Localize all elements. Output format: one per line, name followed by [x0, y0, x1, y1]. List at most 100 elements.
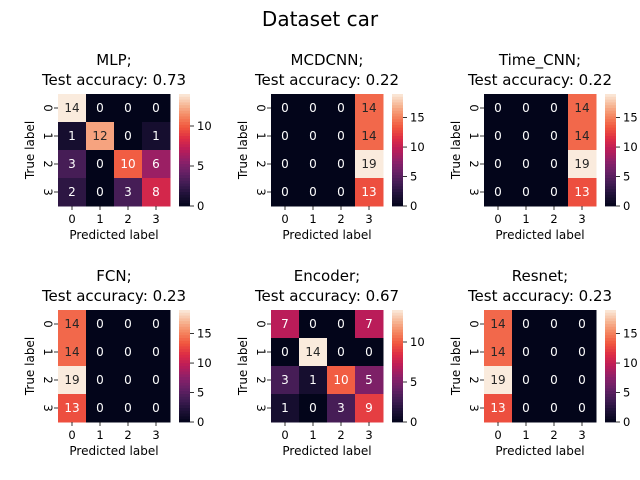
panel-title-model: Time_CNN; [498, 51, 581, 70]
colorbar-segment [179, 136, 190, 140]
y-tick-label: 3 [467, 188, 481, 195]
colorbar-segment [605, 144, 616, 148]
cell-value-label: 0 [124, 345, 132, 359]
colorbar-segment [392, 374, 403, 378]
colorbar-segment [605, 399, 616, 403]
heatmap-cell [142, 94, 171, 123]
colorbar-segment [605, 349, 616, 353]
colorbar-tick-label: 10 [197, 119, 212, 133]
colorbar-segment [605, 94, 616, 98]
colorbar-segment [605, 368, 616, 372]
colorbar-segment [392, 152, 403, 156]
colorbar-segment [605, 172, 616, 176]
heatmap-cell [86, 122, 115, 151]
heatmap-cell [327, 178, 356, 207]
cell-value-label: 0 [96, 185, 104, 199]
heatmap-cell [484, 150, 513, 179]
cell-value-label: 0 [281, 101, 289, 115]
y-axis-label: True label [23, 121, 37, 180]
heatmap-cell [568, 366, 597, 395]
heatmap-cell [540, 366, 569, 395]
heatmap-cell [142, 338, 171, 367]
heatmap-cell [299, 122, 328, 151]
colorbar-segment [179, 141, 190, 145]
colorbar-tick-label: 5 [410, 375, 417, 389]
colorbar-tick-label: 0 [623, 415, 630, 429]
cell-value-label: 0 [550, 401, 558, 415]
heatmap-cell [568, 150, 597, 179]
colorbar-segment [605, 130, 616, 134]
colorbar-segment [392, 161, 403, 165]
colorbar-segment [605, 321, 616, 325]
y-tick-label: 2 [41, 160, 55, 167]
colorbar-segment [392, 130, 403, 134]
colorbar-segment [179, 189, 190, 193]
colorbar-segment [392, 197, 403, 201]
colorbar-segment [605, 382, 616, 386]
cell-value-label: 0 [281, 185, 289, 199]
colorbar-segment [605, 352, 616, 356]
heatmap-cell [299, 178, 328, 207]
colorbar-segment [605, 326, 616, 330]
colorbar-segment [179, 349, 190, 353]
cell-value-label: 0 [337, 345, 345, 359]
colorbar-segment [392, 192, 403, 196]
colorbar-segment [605, 360, 616, 364]
colorbar-segment [605, 338, 616, 342]
x-tick-label: 1 [522, 428, 529, 442]
colorbar-segment [179, 200, 190, 204]
cell-value-label: 14 [305, 345, 320, 359]
colorbar-tick-label: 15 [623, 327, 638, 341]
colorbar-segment [605, 152, 616, 156]
colorbar-tick-label: 5 [410, 170, 417, 184]
colorbar-segment [605, 119, 616, 123]
heatmap-panel-4: Encoder;Test accuracy: 0.677 0 0 70 14 0 03 1 10… [236, 267, 425, 458]
cell-value-label: 19 [361, 157, 376, 171]
heatmap-cell [58, 338, 87, 367]
colorbar-segment [179, 360, 190, 364]
heatmap-cell [271, 94, 300, 123]
colorbar-segment [179, 352, 190, 356]
cell-value-label: 0 [494, 101, 502, 115]
heatmap-cell [540, 178, 569, 207]
cell-value-label: 3 [337, 401, 345, 415]
colorbar-segment [179, 122, 190, 126]
colorbar-segment [392, 321, 403, 325]
cell-value-label: 8 [152, 185, 160, 199]
colorbar-segment [392, 183, 403, 187]
cell-value-label: 0 [550, 101, 558, 115]
panel-title-accuracy: Test accuracy: 0.23 [41, 287, 186, 305]
colorbar-segment [179, 197, 190, 201]
colorbar-segment [179, 366, 190, 370]
colorbar-segment [605, 315, 616, 319]
heatmap-cell [271, 122, 300, 151]
colorbar-segment [605, 357, 616, 361]
colorbar-segment [179, 324, 190, 328]
colorbar-segment [392, 368, 403, 372]
colorbar-tick-label: 5 [197, 159, 204, 173]
heatmap-cell [484, 366, 513, 395]
y-axis-label: True label [23, 337, 37, 396]
y-tick-label: 3 [41, 404, 55, 411]
colorbar-segment [392, 318, 403, 322]
x-tick-label: 2 [337, 428, 344, 442]
y-tick-label: 1 [254, 132, 268, 139]
heatmap-cell [568, 178, 597, 207]
colorbar-segment [179, 363, 190, 367]
panel-title-model: FCN; [96, 267, 131, 285]
cell-value-label: 0 [309, 401, 317, 415]
colorbar-segment [392, 315, 403, 319]
y-tick-label: 1 [41, 132, 55, 139]
cell-value-label: 0 [281, 345, 289, 359]
x-tick-label: 1 [522, 212, 529, 226]
colorbar-segment [392, 138, 403, 142]
heatmap-cell [299, 150, 328, 179]
cell-value-label: 0 [578, 373, 586, 387]
heatmap-cell [355, 338, 384, 367]
colorbar-segment [179, 321, 190, 325]
colorbar-segment [605, 108, 616, 112]
colorbar-segment [179, 340, 190, 344]
colorbar-segment [179, 172, 190, 176]
heatmap-cell [355, 150, 384, 179]
